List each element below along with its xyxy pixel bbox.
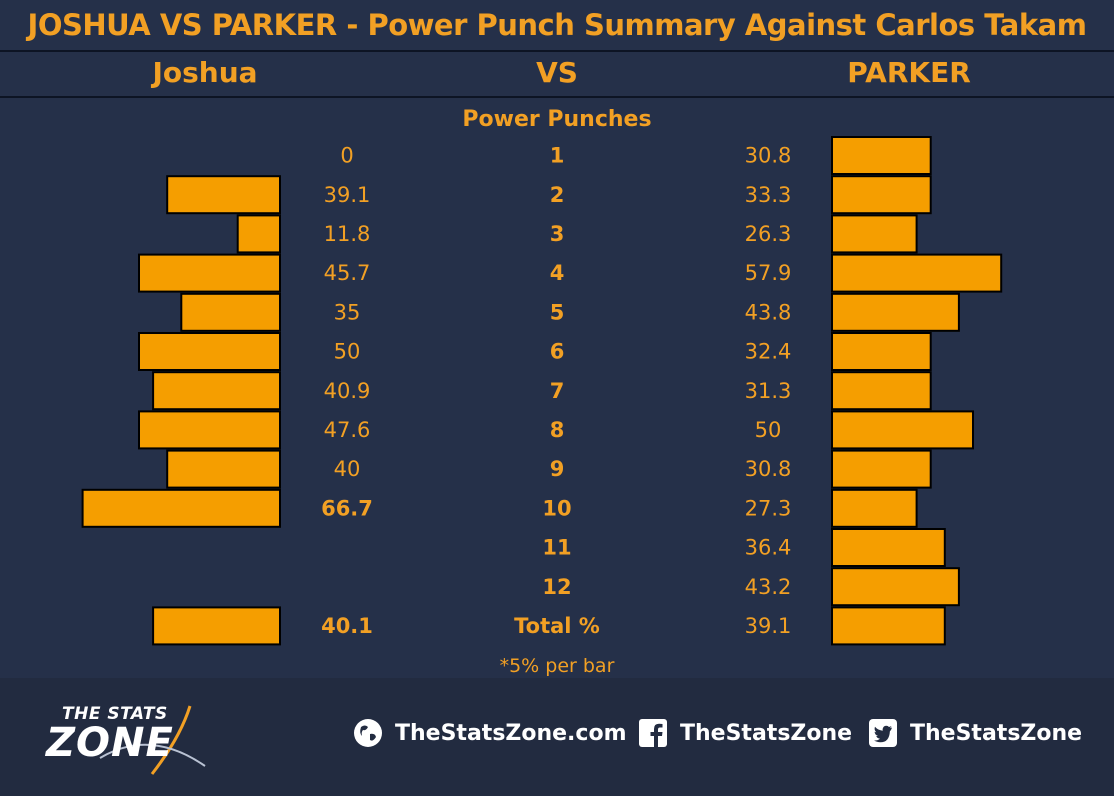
website-link[interactable]: TheStatsZone.com <box>353 718 627 748</box>
logo-swoosh-icon <box>99 705 206 775</box>
parker-bar <box>831 606 946 646</box>
joshua-bar <box>138 253 281 293</box>
joshua-bar <box>81 488 281 528</box>
joshua-value-label: 40 <box>334 457 361 481</box>
round-label: 2 <box>550 183 565 207</box>
parker-value-label: 57.9 <box>745 261 792 285</box>
round-label: 8 <box>550 418 565 442</box>
twitter-icon <box>868 718 898 748</box>
globe-icon <box>353 718 383 748</box>
round-label: 12 <box>542 575 571 599</box>
parker-value-label: 43.2 <box>745 575 792 599</box>
round-label: 10 <box>542 496 571 520</box>
joshua-bar <box>166 175 281 215</box>
parker-value-label: 27.3 <box>745 496 792 520</box>
chart-title: JOSHUA VS PARKER - Power Punch Summary A… <box>27 8 1087 42</box>
facebook-icon <box>638 718 668 748</box>
facebook-text: TheStatsZone <box>680 720 853 746</box>
joshua-value-label: 50 <box>334 340 361 364</box>
joshua-bar <box>166 449 281 489</box>
chart-area: Power Punches 0 1 30.8 39.1 2 33.3 11.8 3 26.3 45… <box>0 98 1114 678</box>
joshua-value-label: 47.6 <box>324 418 371 442</box>
parker-value-label: 33.3 <box>745 183 792 207</box>
parker-value-label: 36.4 <box>745 536 792 560</box>
round-label: 11 <box>542 536 571 560</box>
header-right: PARKER <box>847 56 971 89</box>
header-center: VS <box>536 56 578 89</box>
joshua-bar <box>236 214 281 254</box>
parker-bar <box>831 528 946 567</box>
parker-bar <box>831 214 918 254</box>
logo-line2: ZONE <box>46 720 174 766</box>
joshua-bar <box>152 606 282 646</box>
total-label: Total % <box>514 614 600 638</box>
parker-value-label: 43.8 <box>745 300 792 324</box>
round-label: 5 <box>550 300 565 324</box>
title-bar: JOSHUA VS PARKER - Power Punch Summary A… <box>0 0 1114 52</box>
parker-bar <box>831 175 932 215</box>
parker-value-label: 26.3 <box>745 222 792 246</box>
round-label: 1 <box>550 144 565 168</box>
chart-note: *5% per bar <box>500 655 615 677</box>
parker-value-label: 32.4 <box>745 340 792 364</box>
joshua-value-label: 35 <box>334 300 361 324</box>
joshua-value-label: 40.1 <box>321 614 373 638</box>
parker-value-label: 39.1 <box>745 614 792 638</box>
header-row: Joshua VS PARKER <box>0 52 1114 98</box>
parker-bar <box>831 136 932 175</box>
twitter-text: TheStatsZone <box>910 720 1083 746</box>
logo-line1: THE STATS <box>62 704 168 724</box>
joshua-value-label: 40.9 <box>324 379 371 403</box>
joshua-value-label: 39.1 <box>324 183 371 207</box>
parker-bar <box>831 371 932 411</box>
parker-bar <box>831 253 1003 293</box>
round-label: 6 <box>550 340 565 364</box>
chart-subtitle: Power Punches <box>462 107 651 132</box>
facebook-link[interactable]: TheStatsZone <box>638 718 852 748</box>
joshua-bar <box>180 292 281 332</box>
parker-value-label: 50 <box>755 418 782 442</box>
joshua-value-label: 0 <box>340 144 353 168</box>
parker-value-label: 30.8 <box>745 144 792 168</box>
joshua-value-label: 66.7 <box>321 496 373 520</box>
round-label: 9 <box>550 457 565 481</box>
twitter-link[interactable]: TheStatsZone <box>868 718 1082 748</box>
parker-bar <box>831 410 974 450</box>
parker-bar <box>831 332 932 371</box>
stats-zone-logo: THE STATS ZONE <box>40 698 240 778</box>
parker-value-label: 30.8 <box>745 457 792 481</box>
website-text: TheStatsZone.com <box>395 720 627 746</box>
parker-value-label: 31.3 <box>745 379 792 403</box>
parker-bar <box>831 292 960 332</box>
round-label: 4 <box>550 261 565 285</box>
butterfly-chart: Power Punches 0 1 30.839.1 2 33.311.8 3 26.345… <box>81 107 1003 677</box>
header-left: Joshua <box>152 56 258 89</box>
footer: THE STATS ZONE TheStatsZone.com TheStats… <box>0 678 1114 796</box>
joshua-value-label: 11.8 <box>324 222 371 246</box>
joshua-bar <box>138 410 281 450</box>
joshua-value-label: 45.7 <box>324 261 371 285</box>
parker-bar <box>831 449 932 489</box>
joshua-bar <box>138 332 281 371</box>
joshua-bar <box>152 371 282 411</box>
parker-bar <box>831 488 918 528</box>
parker-bar <box>831 567 960 607</box>
round-label: 3 <box>550 222 565 246</box>
round-label: 7 <box>550 379 565 403</box>
